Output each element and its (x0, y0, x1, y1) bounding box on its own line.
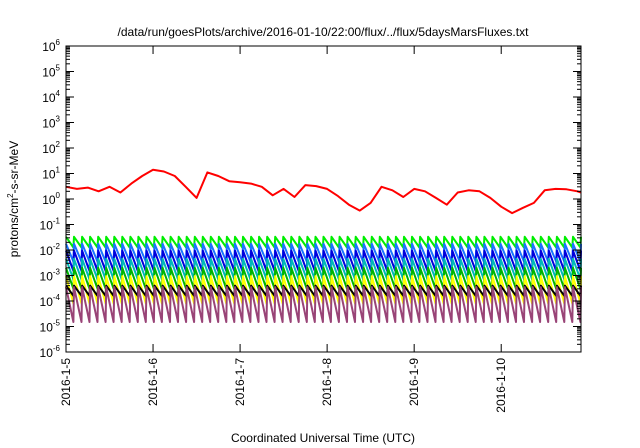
y-tick-label: 10-6 (40, 344, 61, 360)
y-tick-label: 103 (42, 115, 60, 131)
y-tick-label: 10-1 (40, 217, 61, 233)
y-tick-label: 10-5 (40, 319, 61, 335)
y-axis-label-prefix: protons/cm (7, 198, 21, 257)
y-tick-label: 102 (42, 140, 60, 156)
y-tick-label: 10-4 (40, 293, 61, 309)
x-axis: 2016-1-5 2016-1-6 2016-1-7 2016-1-8 2016-1-9… (59, 46, 508, 413)
x-tick-label: 2016-1-6 (146, 358, 160, 406)
y-tick-label: 106 (42, 38, 60, 54)
y-tick-label: 104 (42, 89, 60, 105)
series-line-9 (65, 286, 582, 323)
x-tick-label: 2016-1-8 (320, 358, 334, 406)
x-tick-label: 2016-1-5 (59, 358, 73, 406)
chart-title: /data/run/goesPlots/archive/2016-01-10/2… (118, 25, 530, 39)
series-line-1 (65, 168, 582, 215)
y-tick-label: 101 (42, 166, 60, 182)
y-tick-label: 10-3 (40, 268, 61, 284)
x-tick-label: 2016-1-7 (233, 358, 247, 406)
y-tick-label: 100 (42, 191, 60, 207)
plot-lines (65, 168, 582, 323)
y-axis-label-superscript: 2 (6, 193, 15, 198)
y-axis-label-suffix: -s-sr-MeV (7, 141, 21, 194)
y-axis-label: protons/cm2-s-sr-MeV (6, 141, 21, 257)
x-tick-label: 2016-1-9 (407, 358, 421, 406)
y-tick-label: 10-2 (40, 242, 61, 258)
y-axis: 10-6 10-5 10-4 10-3 10-2 10-1 100 101 102 103 104 1… (40, 38, 581, 360)
x-axis-label: Coordinated Universal Time (UTC) (231, 431, 415, 445)
x-tick-label: 2016-1-10 (494, 358, 508, 413)
y-tick-label: 105 (42, 64, 60, 80)
